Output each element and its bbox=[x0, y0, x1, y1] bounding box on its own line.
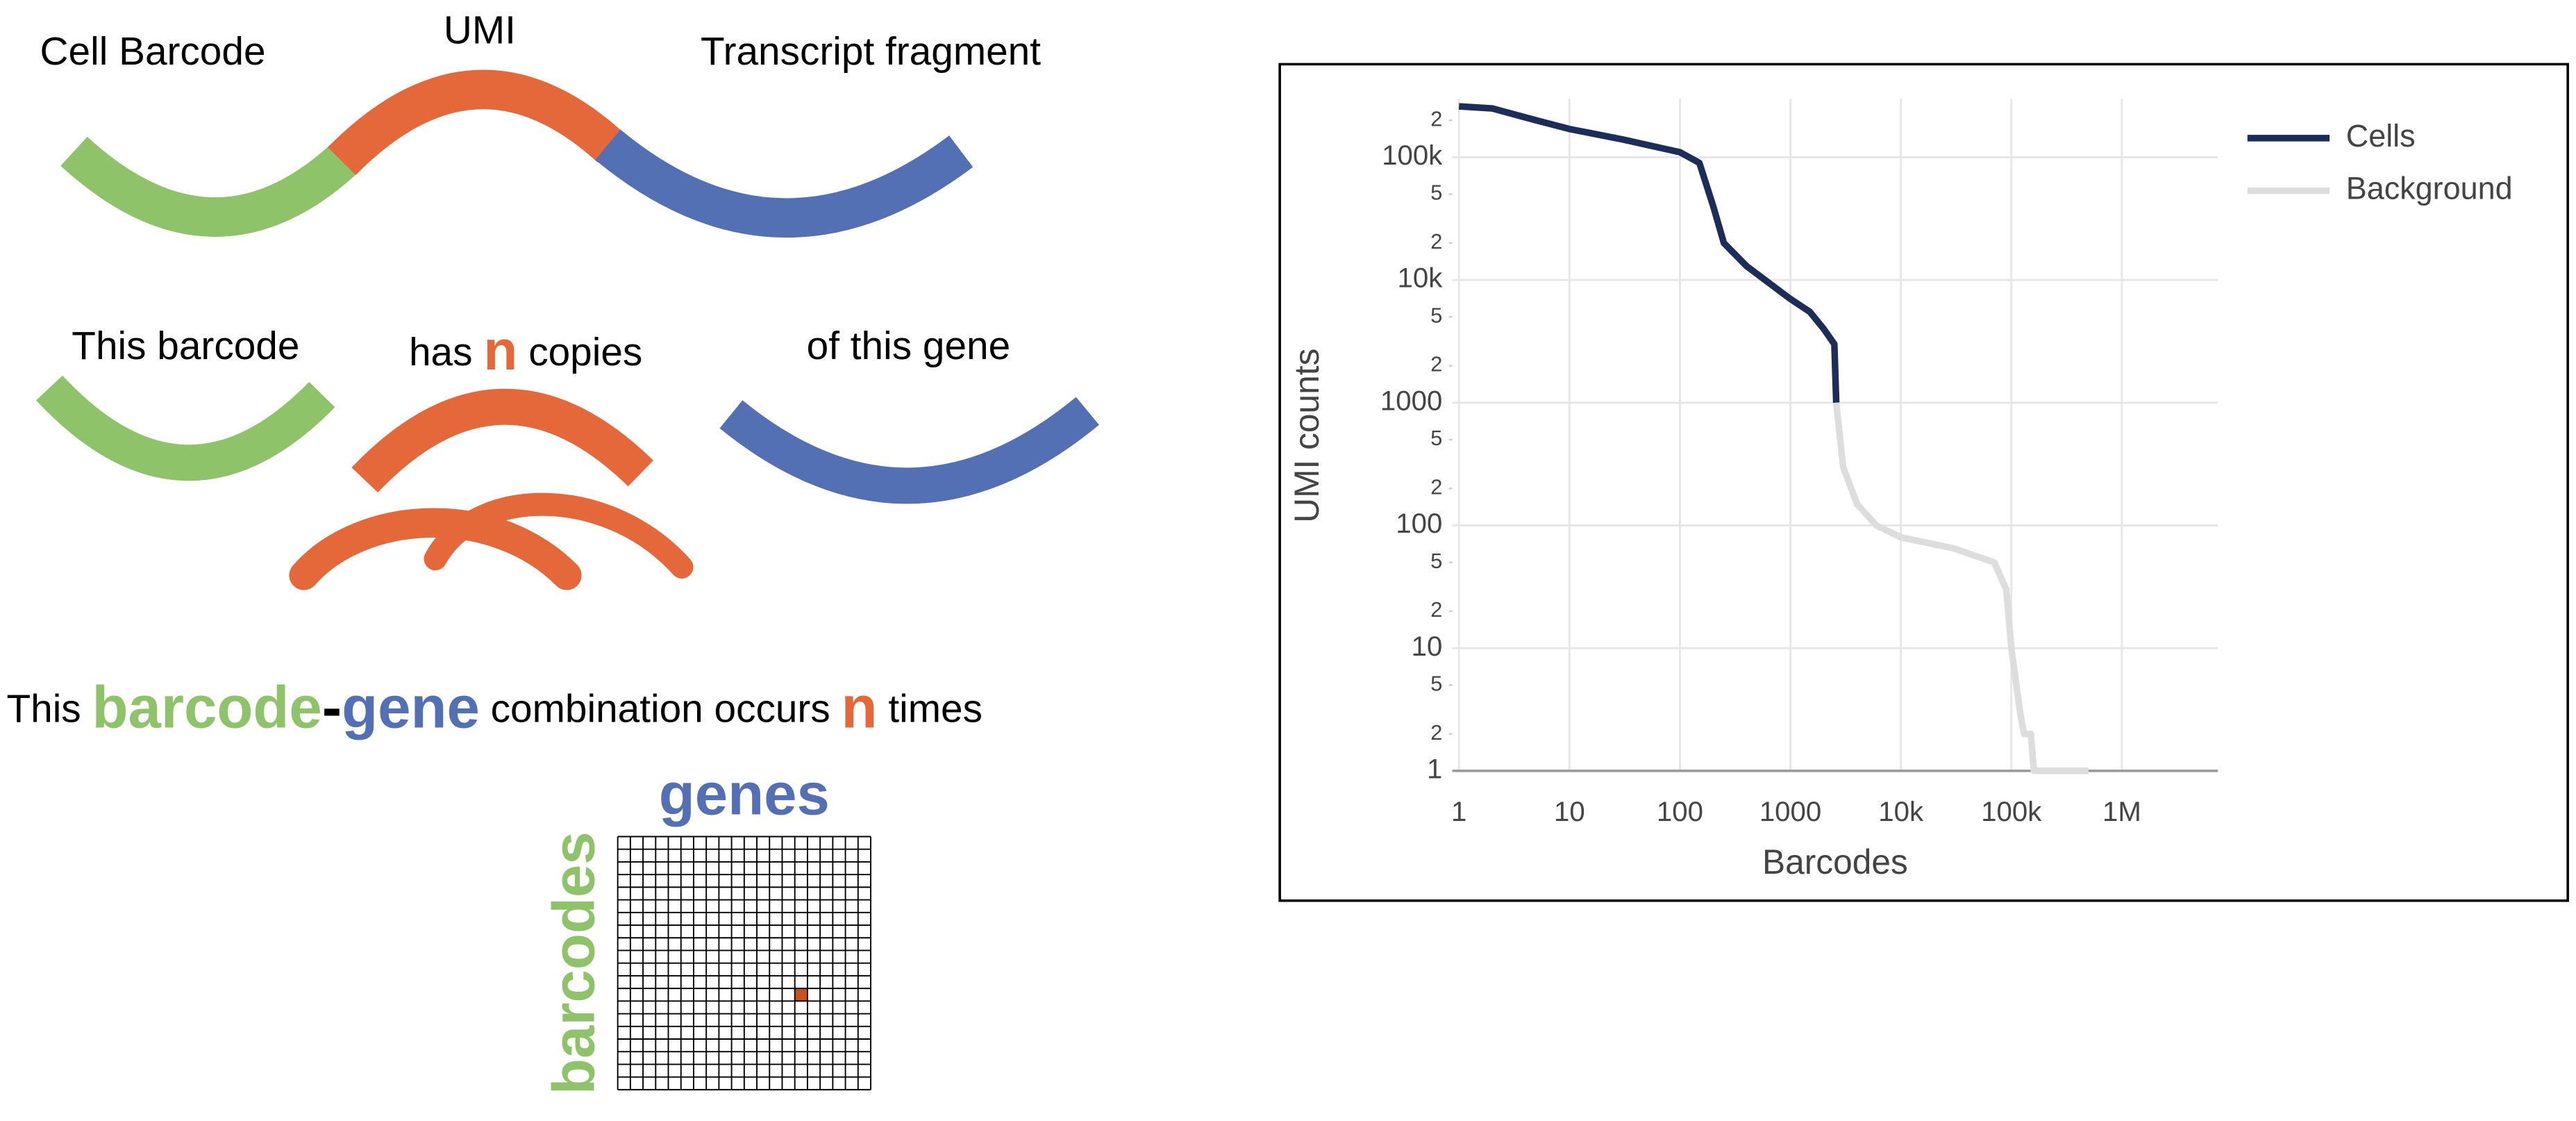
y-tick-label: 1 bbox=[1427, 753, 1442, 784]
x-tick-label: 10k bbox=[1878, 796, 1924, 827]
n: n bbox=[483, 319, 517, 382]
y-axis-label: UMI counts bbox=[1287, 349, 1326, 523]
label: Transcript fragment bbox=[701, 30, 1041, 74]
umi-segment bbox=[327, 69, 625, 176]
x-tick-label: 100 bbox=[1657, 796, 1703, 827]
chart: 1 10 100 1000 10k 100k 1M 1 2 5 10 2 5 100 2 5 1000 2 5 10k… bbox=[1287, 99, 2513, 881]
umi-copy bbox=[289, 508, 582, 590]
series-line bbox=[1832, 402, 2089, 774]
matrix bbox=[617, 836, 871, 1090]
x-tick-label: 1M bbox=[2102, 796, 2141, 827]
text: has bbox=[409, 331, 473, 374]
legend-label: Background bbox=[2346, 171, 2513, 206]
series-line bbox=[1458, 103, 1840, 403]
y-tick-label: 2 bbox=[1430, 106, 1442, 131]
y-tick-label: 10 bbox=[1412, 631, 1443, 662]
x-tick-label: 10 bbox=[1554, 796, 1585, 827]
y-tick-label: 100k bbox=[1382, 140, 1443, 171]
y-tick-label: 2 bbox=[1430, 474, 1442, 499]
x-tick-label: 1000 bbox=[1759, 796, 1821, 827]
gene-word: gene bbox=[342, 674, 480, 740]
label: Cell Barcode bbox=[40, 30, 266, 74]
barcode-word: barcode bbox=[92, 674, 321, 740]
sentence: This barcode-gene combination occurs n t… bbox=[6, 674, 982, 740]
x-axis-label: Barcodes bbox=[1762, 842, 1908, 881]
y-tick-label: 2 bbox=[1430, 720, 1442, 745]
y-tick-label: 100 bbox=[1396, 508, 1442, 539]
umi-copy bbox=[424, 492, 694, 579]
barcode-segment bbox=[60, 136, 359, 237]
y-tick-label: 5 bbox=[1430, 181, 1442, 205]
dash: - bbox=[322, 674, 342, 740]
umi-arc bbox=[351, 388, 653, 493]
legend-label: Cells bbox=[2346, 118, 2416, 153]
y-tick-label: 2 bbox=[1430, 597, 1442, 622]
y-tick-label: 1000 bbox=[1380, 385, 1442, 416]
text: copies bbox=[528, 331, 642, 374]
y-tick-label: 5 bbox=[1430, 671, 1442, 695]
y-tick-label: 5 bbox=[1430, 426, 1442, 450]
text: This bbox=[6, 688, 81, 731]
text: combination occurs bbox=[491, 688, 830, 731]
matrix-columns: genes bbox=[659, 762, 830, 828]
x-tick-label: 1 bbox=[1451, 796, 1466, 827]
label: This barcode bbox=[72, 324, 299, 368]
y-tick-label: 2 bbox=[1430, 352, 1442, 376]
y-tick-label: 2 bbox=[1430, 229, 1442, 254]
n: n bbox=[842, 674, 878, 740]
y-tick-label: 5 bbox=[1430, 303, 1442, 327]
text: times bbox=[888, 688, 982, 731]
label: has n copies bbox=[409, 319, 642, 382]
y-tick-label: 10k bbox=[1398, 263, 1444, 294]
transcript-segment bbox=[595, 129, 973, 238]
x-tick-label: 100k bbox=[1981, 796, 2042, 827]
y-tick-label: 5 bbox=[1430, 549, 1442, 573]
matrix-cell-highlight bbox=[794, 988, 808, 1002]
barcode-arc bbox=[35, 375, 335, 481]
chart-frame bbox=[1278, 63, 2569, 902]
matrix-rows: barcodes bbox=[541, 831, 607, 1095]
label: UMI bbox=[444, 8, 516, 52]
label: of this gene bbox=[807, 324, 1011, 368]
gene-arc bbox=[719, 397, 1099, 504]
